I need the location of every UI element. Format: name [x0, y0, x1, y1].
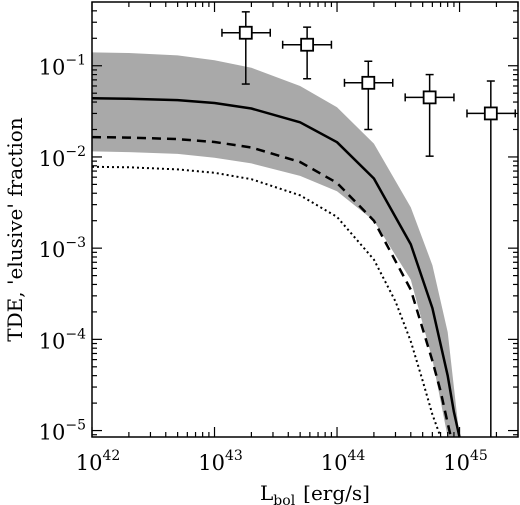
solid-curve	[92, 97, 461, 437]
confidence-band	[92, 52, 460, 437]
x-tick-label: 1044	[321, 448, 366, 475]
y-tick-label: 10−4	[39, 326, 86, 353]
x-tick-label: 1045	[443, 448, 488, 475]
y-tick-label: 10−1	[39, 53, 86, 80]
plot-frame	[91, 1, 519, 438]
model-curves-layer	[92, 97, 461, 437]
data-point	[404, 73, 455, 157]
point-marker	[300, 37, 315, 52]
x-tick-label: 1042	[76, 448, 121, 475]
y-tick-label: 10−2	[39, 144, 86, 171]
y-tick-label: 10−3	[39, 235, 86, 262]
confidence-band-layer	[92, 52, 460, 437]
ticks-layer	[91, 2, 519, 437]
data-point	[343, 60, 394, 131]
x-tick-label: 1043	[198, 448, 243, 475]
point-marker	[483, 106, 498, 121]
data-point	[221, 11, 271, 85]
y-tick-label: 10−5	[39, 418, 86, 445]
point-marker	[422, 90, 437, 105]
data-point	[466, 80, 517, 437]
tick-labels-layer: 1042 1043 1044 1045 10−5 10−4 10−3 10−2 10−1	[39, 53, 488, 475]
dotted-curve	[92, 165, 442, 437]
dashed-curve	[92, 135, 453, 437]
point-marker	[238, 25, 253, 40]
data-point	[281, 26, 333, 80]
y-axis-title: TDE, 'elusive' fraction	[3, 117, 27, 342]
x-axis-title: Lbol [erg/s]	[260, 481, 370, 505]
data-points-layer	[221, 11, 517, 437]
point-marker	[361, 75, 376, 90]
